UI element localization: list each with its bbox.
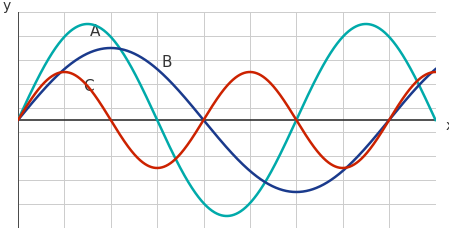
Text: B: B	[162, 55, 172, 70]
Text: y: y	[2, 0, 10, 13]
Text: C: C	[83, 79, 93, 94]
Text: A: A	[90, 24, 100, 39]
Text: x: x	[445, 119, 449, 133]
